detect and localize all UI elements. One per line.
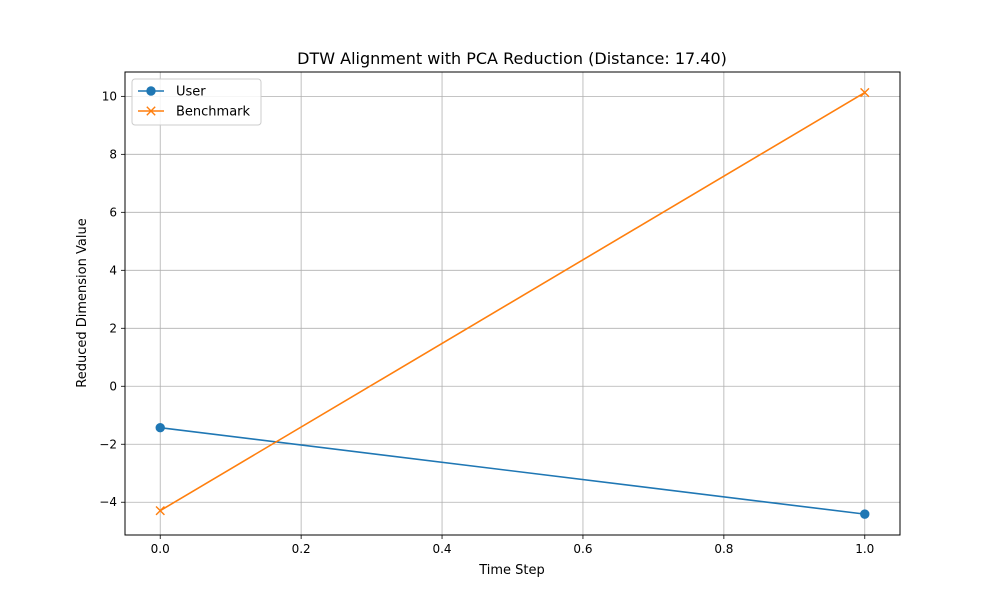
user-point <box>155 423 165 433</box>
benchmark-point <box>155 505 165 516</box>
legend-item-benchmark: Benchmark <box>138 105 251 120</box>
x-tick-label: 0.0 <box>151 542 170 556</box>
y-axis-label: Reduced Dimension Value <box>75 218 90 387</box>
legend-label: User <box>176 85 206 100</box>
series-user <box>155 423 870 519</box>
chart-title: DTW Alignment with PCA Reduction (Distan… <box>297 49 727 68</box>
x-tick-label: 0.8 <box>714 542 733 556</box>
y-tick-label: 6 <box>109 205 117 219</box>
x-tick-label: 1.0 <box>855 542 874 556</box>
y-tick-label: 8 <box>109 147 117 161</box>
legend-marker <box>146 106 156 116</box>
benchmark-point <box>860 87 870 98</box>
legend: User Benchmark <box>131 78 262 126</box>
plot-frame <box>124 71 901 536</box>
y-tick-label: 10 <box>102 89 117 103</box>
grid <box>125 72 900 535</box>
x-tick-label: 0.4 <box>432 542 451 556</box>
x-tick-label: 0.6 <box>573 542 592 556</box>
y-tick-label: −2 <box>99 437 117 451</box>
y-tick-label: −4 <box>99 495 117 509</box>
ticks: 0.0 0.2 0.4 0.6 0.8 1.0 −4 −2 0 2 4 6 8 10 <box>99 89 874 556</box>
legend-marker <box>146 86 156 96</box>
user-point <box>860 509 870 519</box>
benchmark-line <box>159 91 866 512</box>
legend-label: Benchmark <box>176 105 251 120</box>
user-line <box>160 426 865 515</box>
y-tick-label: 0 <box>109 379 117 393</box>
legend-item-user: User <box>138 85 206 100</box>
x-axis-label: Time Step <box>478 563 545 578</box>
series-layer <box>155 87 870 519</box>
y-tick-label: 2 <box>109 321 117 335</box>
x-tick-label: 0.2 <box>292 542 311 556</box>
y-tick-label: 4 <box>109 263 117 277</box>
legend-box <box>131 78 262 126</box>
series-benchmark <box>155 87 870 516</box>
